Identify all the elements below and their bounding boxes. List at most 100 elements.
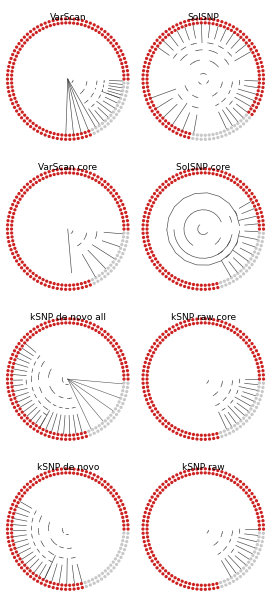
Circle shape — [112, 260, 115, 264]
Circle shape — [149, 397, 152, 400]
Circle shape — [126, 382, 130, 385]
Circle shape — [11, 53, 14, 56]
Circle shape — [41, 578, 45, 581]
Circle shape — [145, 98, 148, 101]
Circle shape — [254, 247, 258, 250]
Circle shape — [125, 65, 128, 68]
Circle shape — [254, 547, 258, 550]
Circle shape — [83, 24, 87, 27]
Circle shape — [204, 321, 207, 325]
Circle shape — [146, 232, 149, 235]
Circle shape — [141, 73, 145, 76]
Circle shape — [262, 527, 265, 530]
Circle shape — [11, 520, 14, 523]
Circle shape — [72, 317, 76, 321]
Circle shape — [8, 394, 11, 397]
Circle shape — [13, 199, 16, 202]
Circle shape — [145, 57, 148, 60]
Circle shape — [35, 31, 38, 34]
Circle shape — [173, 179, 177, 182]
Circle shape — [150, 346, 154, 349]
Circle shape — [109, 341, 112, 344]
Circle shape — [247, 560, 250, 564]
Circle shape — [254, 508, 258, 511]
Circle shape — [230, 179, 233, 182]
Circle shape — [38, 576, 41, 580]
Circle shape — [94, 426, 98, 430]
Circle shape — [236, 333, 240, 337]
Circle shape — [168, 28, 171, 31]
Circle shape — [195, 437, 199, 440]
Circle shape — [233, 424, 236, 427]
Circle shape — [141, 523, 145, 526]
Circle shape — [29, 575, 32, 578]
Circle shape — [145, 527, 149, 530]
Circle shape — [200, 471, 203, 475]
Circle shape — [7, 215, 10, 218]
Circle shape — [191, 437, 194, 440]
Circle shape — [107, 482, 110, 486]
Circle shape — [239, 269, 243, 272]
Circle shape — [196, 172, 199, 175]
Circle shape — [122, 527, 126, 530]
Circle shape — [100, 277, 103, 281]
Circle shape — [33, 328, 36, 331]
Circle shape — [51, 586, 55, 589]
Circle shape — [109, 113, 112, 117]
Circle shape — [164, 425, 168, 428]
Circle shape — [239, 335, 243, 339]
Circle shape — [216, 436, 220, 439]
Circle shape — [26, 488, 29, 491]
Circle shape — [183, 20, 186, 23]
Circle shape — [26, 482, 29, 486]
Circle shape — [168, 127, 171, 131]
Circle shape — [77, 18, 80, 22]
Circle shape — [144, 94, 147, 97]
Circle shape — [36, 25, 39, 28]
Circle shape — [112, 344, 115, 347]
Circle shape — [192, 22, 195, 25]
Circle shape — [80, 582, 83, 585]
Circle shape — [28, 569, 32, 572]
Circle shape — [245, 569, 248, 572]
Circle shape — [116, 501, 119, 504]
Circle shape — [204, 284, 207, 287]
Circle shape — [177, 278, 180, 281]
Circle shape — [256, 362, 259, 365]
Circle shape — [156, 188, 159, 192]
Circle shape — [253, 55, 256, 58]
Circle shape — [44, 172, 47, 175]
Circle shape — [208, 472, 211, 475]
Circle shape — [247, 260, 250, 264]
Circle shape — [149, 97, 152, 100]
Circle shape — [119, 49, 122, 52]
Circle shape — [51, 436, 55, 439]
Circle shape — [122, 370, 125, 373]
Circle shape — [144, 361, 147, 364]
Circle shape — [248, 416, 251, 419]
Circle shape — [145, 398, 148, 401]
Circle shape — [117, 46, 121, 49]
Circle shape — [38, 276, 41, 280]
Circle shape — [257, 552, 260, 555]
Circle shape — [29, 330, 32, 333]
Circle shape — [60, 322, 63, 325]
Circle shape — [156, 338, 159, 342]
Circle shape — [56, 133, 60, 136]
Circle shape — [247, 194, 250, 197]
Circle shape — [122, 520, 125, 523]
Circle shape — [158, 185, 162, 189]
Circle shape — [112, 116, 115, 119]
Circle shape — [250, 192, 254, 195]
Circle shape — [242, 566, 245, 570]
Circle shape — [149, 358, 152, 361]
Circle shape — [260, 511, 263, 514]
Circle shape — [195, 587, 199, 590]
Circle shape — [96, 280, 99, 283]
Circle shape — [11, 66, 14, 69]
Circle shape — [11, 203, 14, 206]
Circle shape — [87, 475, 91, 479]
Circle shape — [245, 185, 248, 189]
Circle shape — [235, 328, 238, 331]
Circle shape — [159, 341, 162, 344]
